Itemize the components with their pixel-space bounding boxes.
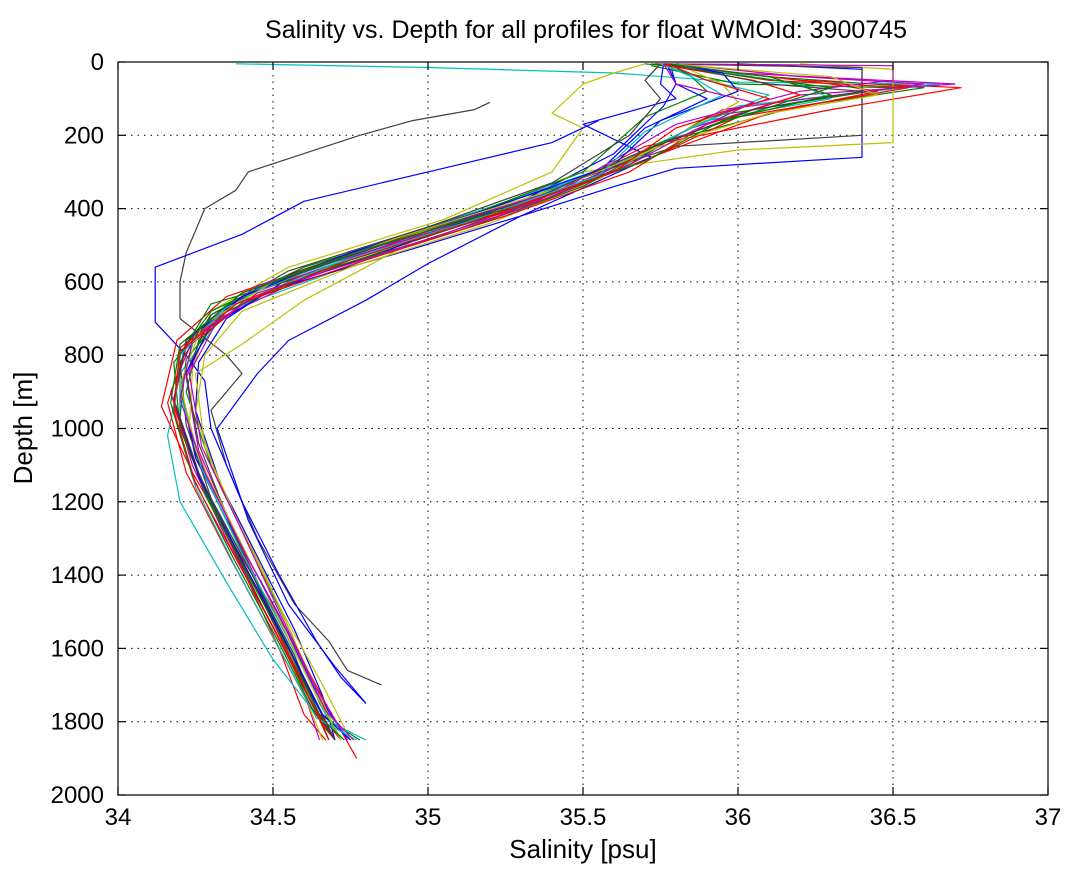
y-axis-label: Depth [m] [8,372,38,485]
profile-line-1 [194,63,677,741]
series-layer [154,63,962,759]
y-tick-label: 0 [91,49,104,76]
y-tick-label: 2000 [51,782,104,809]
x-tick-label: 34 [105,804,132,831]
profile-line-25 [167,63,801,741]
y-tick-label: 1000 [51,416,104,443]
y-tick-label: 1800 [51,709,104,736]
profile-line-22 [179,63,832,741]
x-tick-label: 36.5 [870,804,917,831]
chart-title: Salinity vs. Depth for all profiles for … [265,16,907,44]
y-tick-label: 1200 [51,489,104,516]
profile-line-30 [179,63,755,741]
x-tick-label: 36 [725,804,752,831]
y-tick-label: 400 [64,196,104,223]
profile-line-5 [185,63,956,741]
profile-line-21 [179,63,662,741]
profile-line-9 [160,65,879,759]
profile-line-10 [179,65,894,741]
x-tick-label: 37 [1035,804,1062,831]
y-tick-label: 1400 [51,562,104,589]
profile-line-26 [173,63,739,741]
profile-line-32 [173,63,770,741]
profile-line-6 [188,63,646,741]
profile-line-8 [154,120,599,704]
profile-line-29 [173,63,724,741]
y-tick-label: 600 [64,269,104,296]
profile-line-11 [216,63,677,704]
profile-line-31 [170,63,832,741]
x-tick-label: 35 [415,804,442,831]
x-tick-label: 35.5 [560,804,607,831]
profile-line-7 [179,101,491,686]
x-axis-label: Salinity [psu] [509,834,656,864]
y-tick-label: 200 [64,122,104,149]
tick-layer: 34 34.5 35 35.5 36 36.5 37 0 200 400 600 800 1000 120… [51,49,1062,831]
y-tick-label: 800 [64,342,104,369]
y-tick-label: 1600 [51,635,104,662]
profile-line-23 [188,63,894,741]
x-tick-label: 34.5 [250,804,297,831]
profile-line-13 [194,63,894,741]
